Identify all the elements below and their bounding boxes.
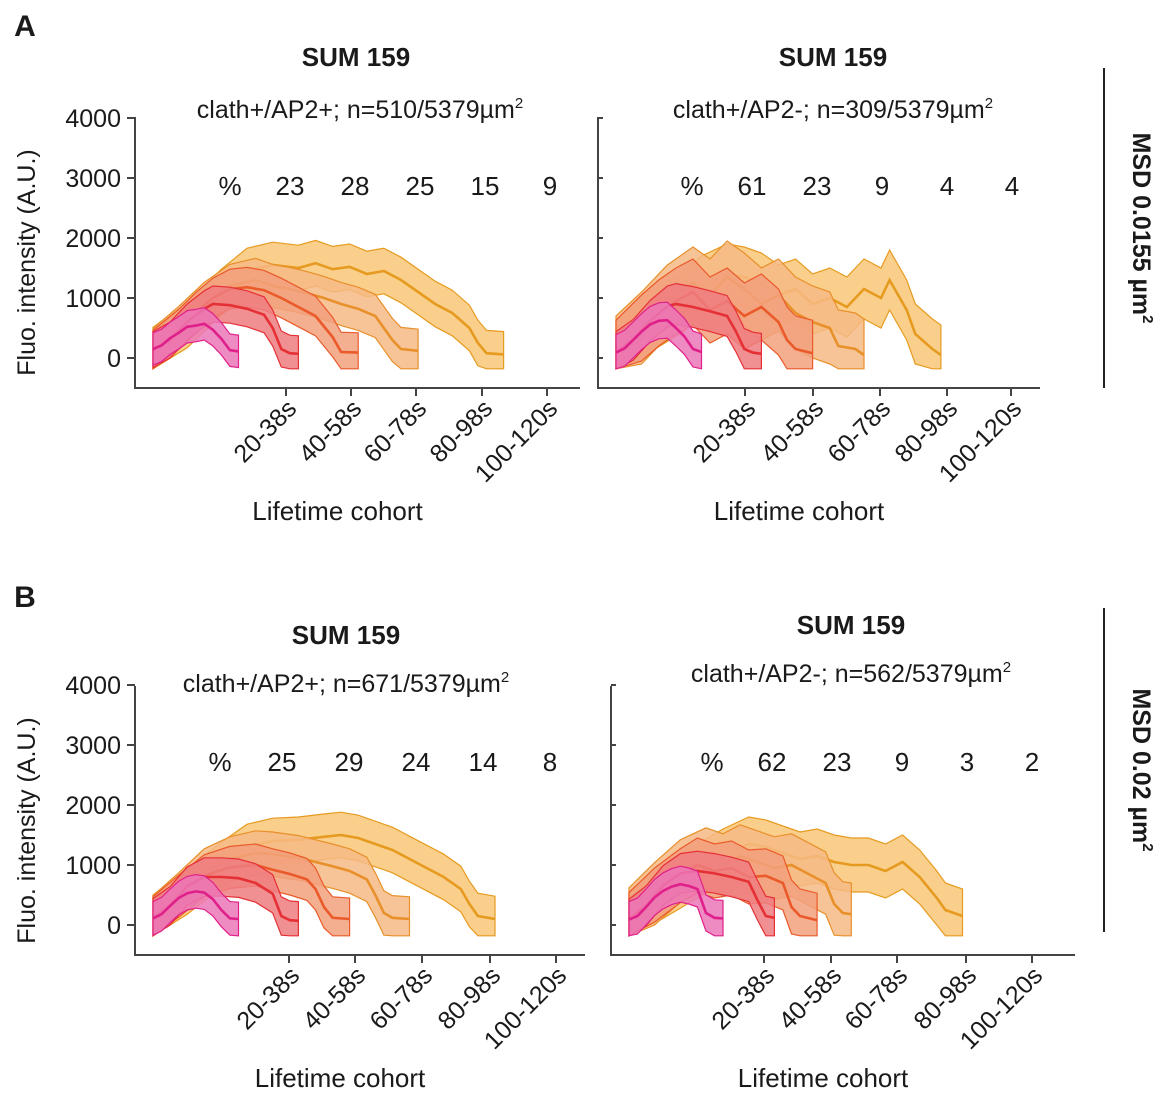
cohort-percent: 15 <box>471 171 500 201</box>
x-axis-label: Lifetime cohort <box>252 496 423 526</box>
band-20-38s <box>628 865 724 937</box>
cohort-percent: 23 <box>823 747 852 777</box>
x-tick-label: 40-58s <box>755 394 829 468</box>
axis-lines <box>134 686 585 956</box>
percent-symbol: % <box>700 747 723 777</box>
y-axis-label: Fluo. intensity (A.U.) <box>13 717 41 943</box>
cohort-percent: 4 <box>940 171 954 201</box>
y-tick-label: 4000 <box>65 672 121 700</box>
percent-symbol: % <box>218 171 241 201</box>
x-tick-label: 60-78s <box>839 961 913 1035</box>
axis-lines <box>597 117 1040 389</box>
x-tick-label: 20-38s <box>231 961 305 1035</box>
mean-line-20-38s <box>615 318 702 354</box>
x-axis-label: Lifetime cohort <box>714 496 885 526</box>
y-tick-label: 0 <box>107 912 121 940</box>
y-tick-label: 4000 <box>65 105 121 133</box>
mean-line-20-38s <box>152 890 239 921</box>
mean-line-20-38s <box>628 882 724 921</box>
panel-subtitle: clath+/AP2+; n=671/5379µm2 <box>183 669 509 698</box>
chart-panel-a-left: 4000 3000 2000 1000 0 Fluo. intensity (A.U.) 2… <box>13 42 580 526</box>
axis-lines <box>610 686 1075 956</box>
x-axis-label: Lifetime cohort <box>738 1063 909 1093</box>
x-tick-label: 60-78s <box>358 394 432 468</box>
y-tick-label: 3000 <box>65 165 121 193</box>
percent-symbol: % <box>208 747 231 777</box>
panel-title: SUM 159 <box>292 620 400 650</box>
cohort-percent: 2 <box>1025 747 1039 777</box>
percent-symbol: % <box>680 171 703 201</box>
cohort-percent: 62 <box>758 747 787 777</box>
cohort-percent: 25 <box>406 171 435 201</box>
x-tick-label: 40-58s <box>297 961 371 1035</box>
cohort-percent: 61 <box>738 171 767 201</box>
cohort-percent: 14 <box>469 747 498 777</box>
x-axis-label: Lifetime cohort <box>255 1063 426 1093</box>
y-tick-label: 1000 <box>65 852 121 880</box>
side-label: MSD 0.02 µm2 <box>1127 688 1156 851</box>
y-tick-label: 2000 <box>65 225 121 253</box>
cohort-percent: 3 <box>960 747 974 777</box>
row-letter: B <box>14 581 36 614</box>
chart-panel-a-right: 20-38s40-58s60-78s80-98s100-120sLifetime… <box>597 42 1040 526</box>
y-axis-label: Fluo. intensity (A.U.) <box>13 149 41 375</box>
row-letter: A <box>14 10 36 43</box>
y-tick-label: 0 <box>107 345 121 373</box>
panel-title: SUM 159 <box>302 42 410 72</box>
x-tick-label: 40-58s <box>773 961 847 1035</box>
y-tick-label: 3000 <box>65 732 121 760</box>
chart-panel-b-left: 4000 3000 2000 1000 0 Fluo. intensity (A.U.) 2… <box>13 620 585 1093</box>
side-label: MSD 0.0155 µm2 <box>1127 133 1156 324</box>
cohort-percent: 24 <box>402 747 431 777</box>
y-tick-label: 1000 <box>65 285 121 313</box>
panel-subtitle: clath+/AP2-; n=309/5379µm2 <box>673 95 993 124</box>
band-20-38s <box>152 873 240 937</box>
cohort-percent: 9 <box>895 747 909 777</box>
x-tick-label: 60-78s <box>822 394 896 468</box>
cohort-percent: 25 <box>268 747 297 777</box>
panel-title: SUM 159 <box>779 42 887 72</box>
y-tick-label: 2000 <box>65 792 121 820</box>
mean-line-20-38s <box>152 322 239 353</box>
cohort-percent: 29 <box>335 747 364 777</box>
band-20-38s <box>152 306 240 369</box>
panel-subtitle: clath+/AP2-; n=562/5379µm2 <box>691 659 1011 688</box>
chart-panel-b-right: 20-38s40-58s60-78s80-98s100-120sLifetime… <box>610 610 1075 1093</box>
cohort-percent: 23 <box>803 171 832 201</box>
cohort-percent: 9 <box>543 171 557 201</box>
panel-title: SUM 159 <box>797 610 905 640</box>
cohort-percent: 8 <box>543 747 557 777</box>
x-tick-label: 20-38s <box>706 961 780 1035</box>
x-tick-label: 20-38s <box>687 394 761 468</box>
cohort-percent: 9 <box>875 171 889 201</box>
x-tick-label: 40-58s <box>293 394 367 468</box>
cohort-percent: 28 <box>341 171 370 201</box>
x-tick-label: 20-38s <box>228 394 302 468</box>
panel-subtitle: clath+/AP2+; n=510/5379µm2 <box>197 95 523 124</box>
x-tick-label: 60-78s <box>364 961 438 1035</box>
band-20-38s <box>615 301 703 370</box>
cohort-percent: 4 <box>1005 171 1019 201</box>
cohort-percent: 23 <box>276 171 305 201</box>
axis-lines <box>134 117 580 389</box>
